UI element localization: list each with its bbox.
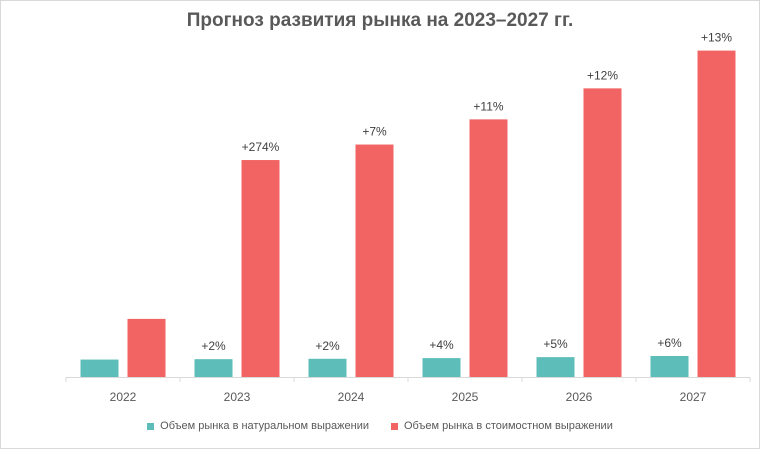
data-label: +11% bbox=[473, 99, 503, 113]
bar-value bbox=[583, 88, 622, 377]
bar-volume bbox=[80, 359, 119, 377]
bar-value bbox=[241, 160, 280, 377]
bar-volume bbox=[422, 358, 461, 377]
data-label: +6% bbox=[657, 336, 682, 350]
x-tick-label: 2023 bbox=[224, 390, 251, 404]
chart-title: Прогноз развития рынка на 2023–2027 гг. bbox=[186, 10, 574, 31]
data-label: +7% bbox=[362, 125, 387, 139]
legend-swatch-value bbox=[390, 422, 398, 430]
data-label: +274% bbox=[242, 140, 280, 154]
data-label: +12% bbox=[587, 68, 618, 82]
data-label: +2% bbox=[315, 339, 340, 353]
legend-swatch-volume bbox=[147, 422, 155, 430]
bar-volume bbox=[194, 359, 233, 377]
bar-value bbox=[469, 119, 508, 378]
legend-label-volume: Объем рынка в натуральном выражении bbox=[160, 420, 369, 432]
data-label: +5% bbox=[543, 337, 568, 351]
legend: Объем рынка в натуральном выражении Объе… bbox=[0, 420, 760, 432]
bar-volume bbox=[536, 357, 575, 377]
data-label: +2% bbox=[201, 339, 226, 353]
bar-value bbox=[127, 318, 166, 377]
bar-volume bbox=[308, 358, 347, 377]
legend-item-volume: Объем рынка в натуральном выражении bbox=[147, 420, 369, 432]
x-tick-label: 2027 bbox=[680, 390, 707, 404]
bar-value bbox=[355, 144, 394, 377]
x-tick-label: 2025 bbox=[452, 390, 479, 404]
legend-label-value: Объем рынка в стоимостном выражении bbox=[403, 420, 613, 432]
data-label: +4% bbox=[429, 338, 454, 352]
x-tick-label: 2026 bbox=[566, 390, 593, 404]
bar-value bbox=[697, 50, 736, 377]
bar-volume bbox=[650, 355, 689, 377]
data-label: +13% bbox=[701, 31, 732, 45]
x-tick-label: 2024 bbox=[338, 390, 365, 404]
x-tick-label: 2022 bbox=[110, 390, 137, 404]
legend-item-value: Объем рынка в стоимостном выражении bbox=[390, 420, 613, 432]
